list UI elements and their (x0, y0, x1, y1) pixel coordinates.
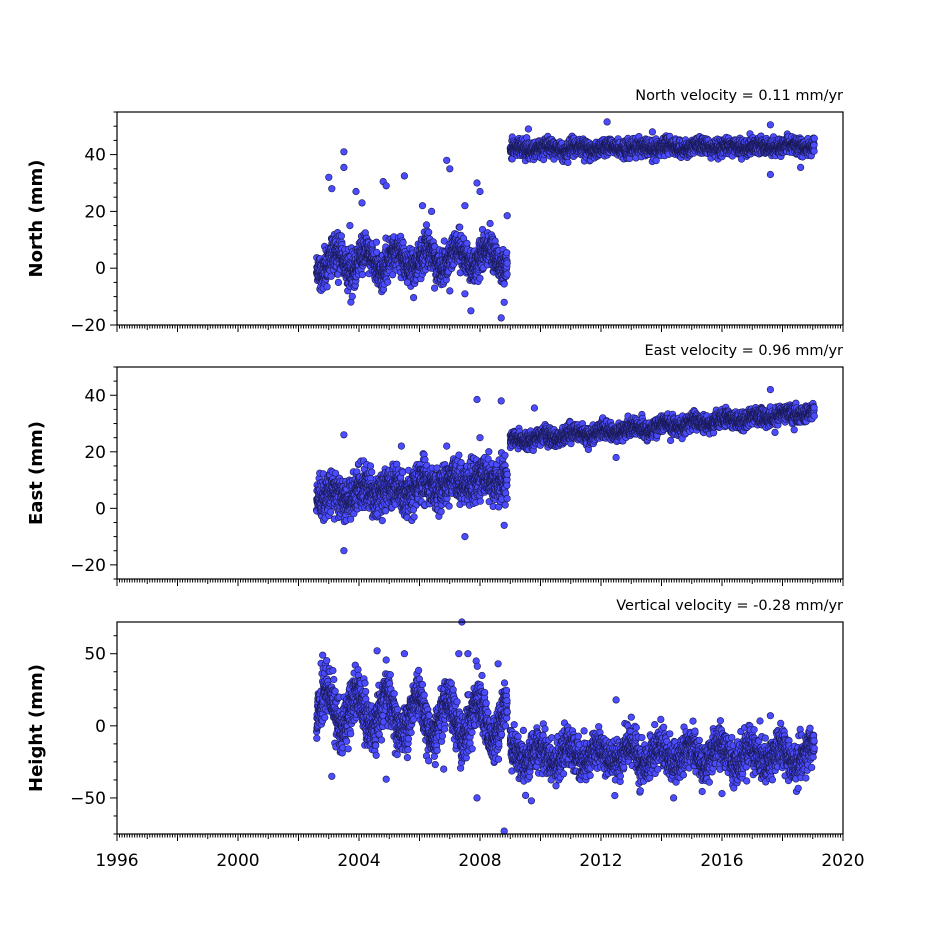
north-outlier-point (497, 314, 505, 322)
north-y-axis-label: North (mm) (26, 160, 47, 278)
north-outlier-point (766, 121, 775, 129)
north-point (372, 238, 381, 246)
north-outlier-point (418, 202, 427, 210)
north-point (500, 280, 508, 288)
north-y-tick-label: −20 (70, 316, 106, 336)
north-outlier-point (443, 156, 451, 164)
north-outlier-point (325, 173, 333, 181)
north-outlier-point (766, 170, 775, 179)
north-outlier-point (352, 187, 360, 196)
north-point (503, 249, 511, 257)
north-outlier-point (431, 284, 439, 292)
north-outlier-point (403, 278, 412, 287)
east-point (366, 462, 375, 470)
north-point (425, 228, 433, 236)
north-outlier-point (382, 182, 390, 190)
north-point (384, 278, 392, 286)
north-point (456, 223, 464, 231)
north-point (486, 219, 494, 228)
north-point (410, 294, 418, 302)
east-panel: East velocity = 0.96 mm/yr East (mm) −20… (26, 343, 844, 586)
north-data-points (313, 118, 818, 322)
east-velocity-title: East velocity = 0.96 mm/yr (644, 343, 843, 359)
north-y-tick-label: 0 (95, 259, 106, 279)
north-outlier-point (796, 163, 805, 171)
east-point (327, 508, 335, 516)
north-point (810, 134, 818, 142)
north-outlier-point (446, 165, 454, 173)
north-point (358, 271, 367, 279)
north-outlier-point (461, 290, 469, 298)
north-point (564, 158, 572, 166)
north-outlier-point (503, 212, 511, 220)
north-outlier-point (461, 202, 469, 210)
north-outlier-point (473, 179, 481, 187)
north-outlier-point (428, 207, 436, 215)
north-point (422, 221, 431, 229)
north-panel: North velocity = 0.11 mm/yr North (mm) −… (26, 88, 844, 336)
east-y-axis-label: East (mm) (26, 421, 47, 525)
north-outlier-point (340, 163, 348, 171)
north-y-tick-label: 40 (84, 146, 106, 166)
north-point (334, 278, 343, 287)
north-point (810, 147, 818, 155)
north-outlier-point (328, 185, 336, 193)
north-velocity-title: North velocity = 0.11 mm/yr (635, 88, 843, 104)
north-point (503, 259, 511, 267)
north-outlier-point (346, 222, 354, 230)
north-outlier-point (476, 187, 484, 196)
east-data-points (313, 386, 818, 555)
north-outlier-point (648, 128, 657, 136)
north-outlier-point (358, 199, 366, 207)
north-point (503, 270, 511, 278)
north-point (323, 283, 331, 291)
north-point (476, 274, 484, 282)
north-outlier-point (340, 148, 348, 156)
north-outlier-point (603, 118, 611, 126)
north-point (327, 272, 335, 280)
north-outlier-point (524, 125, 533, 133)
north-outlier-point (467, 307, 475, 315)
north-y-tick-label: 20 (84, 202, 106, 222)
east-point (368, 468, 376, 476)
north-outlier-point (446, 287, 454, 295)
north-point (399, 239, 407, 247)
north-outlier-point (400, 172, 409, 180)
north-outlier-point (500, 298, 508, 306)
north-point (337, 232, 346, 240)
north-point (348, 292, 356, 301)
